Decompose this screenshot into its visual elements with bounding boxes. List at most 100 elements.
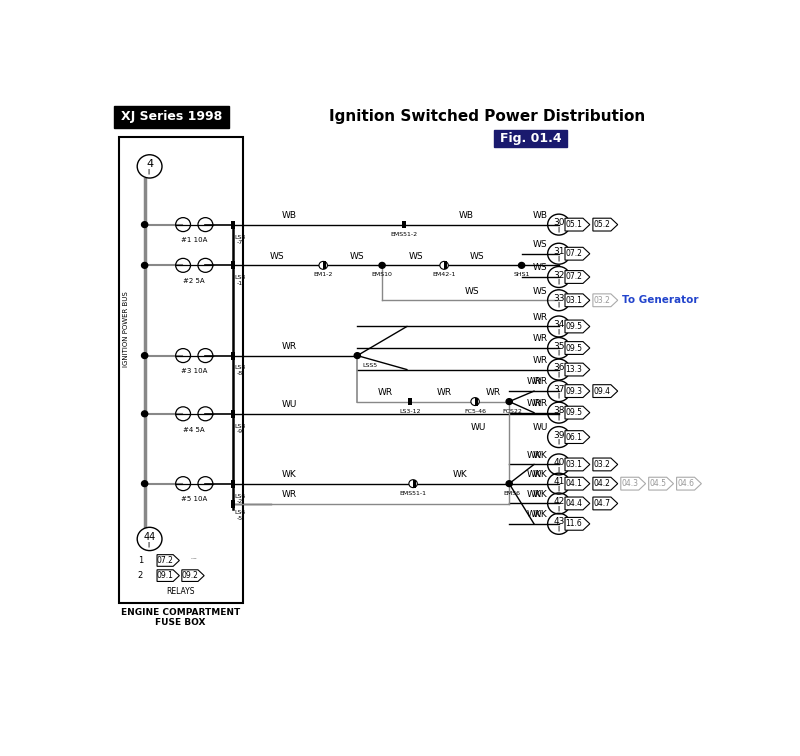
Text: WU: WU [282,400,297,409]
Text: LS6
-5: LS6 -5 [234,510,246,521]
Text: #4 5A: #4 5A [183,426,205,432]
Text: ||: || [148,541,151,547]
Polygon shape [593,385,618,398]
Text: 09.2: 09.2 [182,571,198,580]
Text: WU: WU [470,423,486,432]
Text: WK: WK [526,490,542,499]
Text: ||: || [557,371,561,376]
Text: ||: || [148,169,151,174]
Text: EMS6: EMS6 [504,491,521,496]
FancyBboxPatch shape [231,500,235,508]
FancyBboxPatch shape [408,398,412,405]
Text: 04.3: 04.3 [622,479,638,488]
FancyBboxPatch shape [231,221,235,228]
Text: FC5-46: FC5-46 [464,408,486,414]
Polygon shape [565,477,590,490]
Text: LS8
-1: LS8 -1 [234,275,246,286]
Text: EM1-2: EM1-2 [314,272,333,277]
Circle shape [319,262,327,269]
Text: #2 5A: #2 5A [183,278,205,284]
Text: 03.1: 03.1 [566,460,582,469]
Text: 2: 2 [138,571,143,580]
Circle shape [409,480,418,488]
Text: 09.4: 09.4 [594,386,610,395]
Text: WB: WB [458,211,474,220]
Text: WR: WR [526,399,542,408]
Polygon shape [565,247,590,260]
Text: ||: || [557,350,561,355]
Text: WK: WK [533,510,547,519]
Text: 33: 33 [553,294,565,303]
Text: LS6
-2: LS6 -2 [234,494,246,504]
Text: 04.4: 04.4 [566,499,582,508]
Circle shape [354,352,361,358]
Polygon shape [565,294,590,307]
Polygon shape [565,320,590,333]
Text: 40: 40 [553,458,565,467]
Text: #5 10A: #5 10A [181,497,207,503]
Text: EMS51-2: EMS51-2 [390,231,418,237]
FancyBboxPatch shape [323,262,326,269]
Text: WK: WK [526,510,542,519]
Text: EMS10: EMS10 [372,272,393,277]
Text: ||: || [557,505,561,510]
Circle shape [440,262,448,269]
FancyBboxPatch shape [231,262,235,269]
Text: 44: 44 [143,532,156,542]
Circle shape [379,262,386,268]
FancyBboxPatch shape [494,130,567,147]
Polygon shape [593,497,618,510]
Text: WK: WK [452,470,467,479]
Text: 41: 41 [553,477,565,486]
Polygon shape [565,342,590,355]
Text: 1: 1 [138,556,143,565]
Text: LS3-12: LS3-12 [399,408,421,414]
Text: 04.6: 04.6 [677,479,694,488]
Polygon shape [593,218,618,231]
Circle shape [142,481,148,487]
Text: WK: WK [533,490,547,499]
Text: 03.2: 03.2 [594,460,610,469]
Text: 05.2: 05.2 [594,220,610,229]
Text: WB: WB [282,211,297,220]
Text: WS: WS [533,263,547,272]
Text: ||: || [557,279,561,284]
Text: 04.2: 04.2 [594,479,610,488]
Text: WU: WU [533,423,548,432]
Text: 30: 30 [553,218,565,228]
FancyBboxPatch shape [444,262,447,269]
Text: WK: WK [533,451,547,460]
Text: 11.6: 11.6 [566,519,582,528]
Text: EMS51-1: EMS51-1 [400,491,426,496]
Text: 32: 32 [553,271,565,280]
FancyBboxPatch shape [231,410,235,418]
Text: Ignition Switched Power Distribution: Ignition Switched Power Distribution [330,110,646,125]
Text: WR: WR [282,342,297,351]
Text: 4: 4 [146,160,153,169]
Text: ENGINE COMPARTMENT
FUSE BOX: ENGINE COMPARTMENT FUSE BOX [121,608,240,627]
FancyBboxPatch shape [402,221,406,228]
Text: 03.1: 03.1 [566,296,582,305]
Polygon shape [157,555,179,566]
Text: WS: WS [533,287,547,296]
Polygon shape [565,363,590,376]
Text: #1 10A: #1 10A [181,237,207,243]
Text: WR: WR [486,388,502,397]
Polygon shape [565,406,590,419]
Text: 07.2: 07.2 [566,249,582,259]
Text: WR: WR [533,377,548,386]
Text: WR: WR [526,377,542,386]
Text: 04.1: 04.1 [566,479,582,488]
Text: 09.3: 09.3 [566,386,582,395]
Text: WK: WK [526,470,542,479]
Text: WR: WR [437,388,452,397]
Circle shape [142,411,148,417]
Text: ||: || [557,466,561,472]
Text: IGNITION: IGNITION [191,558,198,559]
Text: #3 10A: #3 10A [181,368,207,374]
Polygon shape [593,458,618,471]
Text: ||: || [557,302,561,308]
Text: WR: WR [533,356,548,365]
Circle shape [142,262,148,268]
Text: WS: WS [533,240,547,249]
